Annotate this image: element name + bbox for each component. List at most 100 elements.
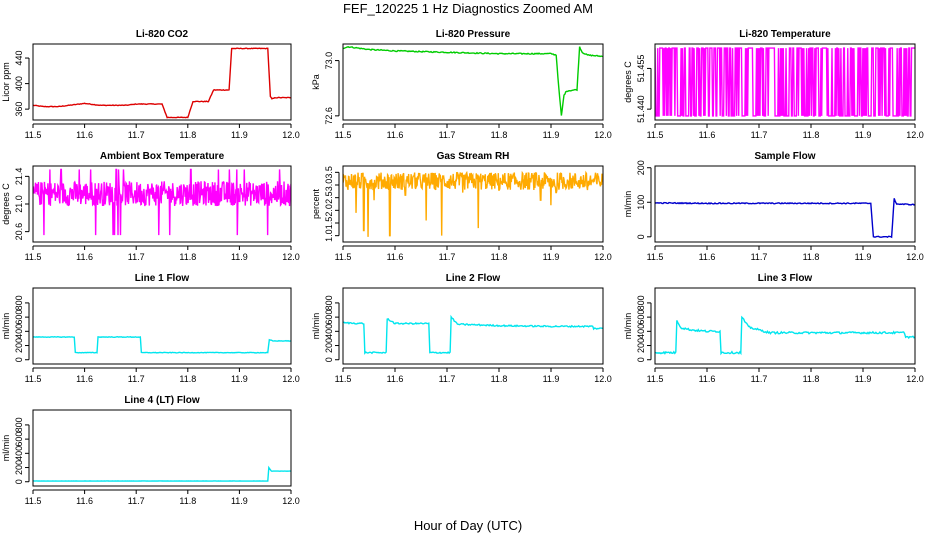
chart-panel: Sample Flow ml/min 11.5 11.6 11.7 11.8 11.9 12.…: [623, 151, 924, 262]
x-tick-label: 11.6: [76, 374, 93, 384]
y-tick-label: 51.455: [636, 55, 646, 83]
chart-title: Li-820 CO2: [136, 29, 189, 40]
y-tick-label: 200: [324, 338, 334, 353]
chart-title: Sample Flow: [754, 151, 815, 162]
x-tick-label: 11.6: [699, 130, 716, 140]
chart-panel: Line 2 Flow ml/min 11.5 11.6 11.7 11.8 11.9 12.…: [311, 273, 612, 384]
series-line: [655, 47, 915, 117]
y-axis-label: ml/min: [311, 313, 321, 340]
y-tick-label: 400: [14, 446, 24, 461]
y-tick-label: 600: [14, 310, 24, 325]
chart-panel: Gas Stream RH percent 11.5 11.6 11.7 11.8 11.9…: [311, 151, 612, 262]
x-tick-label: 11.7: [751, 374, 768, 384]
x-tick-label: 11.9: [231, 374, 248, 384]
y-tick-label: 400: [324, 324, 334, 339]
x-tick-label: 11.7: [439, 374, 456, 384]
y-tick-label: 400: [636, 324, 646, 339]
plot-frame: [654, 165, 916, 243]
y-tick-label: 200: [636, 160, 646, 175]
x-tick-label: 11.5: [25, 374, 42, 384]
x-tick-label: 11.9: [231, 496, 248, 506]
x-tick-label: 11.5: [25, 496, 42, 506]
y-tick-label: 21.4: [14, 168, 24, 186]
chart-title: Line 2 Flow: [446, 273, 501, 284]
y-tick-label: 51.440: [636, 95, 646, 123]
x-tick-label: 12.0: [594, 252, 612, 262]
y-tick-label: 600: [14, 432, 24, 447]
x-tick-label: 11.8: [179, 496, 196, 506]
x-tick-label: 11.7: [128, 374, 145, 384]
y-tick-label: 800: [14, 417, 24, 432]
y-tick-label: 2.5: [324, 191, 334, 204]
chart-panel: Li-820 CO2 Licor ppm 11.5 11.6 11.7 11.8 11.9 1…: [1, 29, 300, 140]
y-axis-label: ml/min: [623, 191, 633, 218]
x-tick-label: 11.7: [128, 496, 145, 506]
y-axis-label: degrees C: [623, 61, 633, 103]
x-tick-label: 12.0: [282, 496, 300, 506]
plot-frame: [32, 287, 292, 365]
x-tick-label: 11.6: [699, 252, 716, 262]
x-tick-label: 11.8: [179, 374, 196, 384]
x-tick-label: 11.5: [335, 374, 352, 384]
chart-panel: Ambient Box Temperature degrees C 11.5 11.6…: [1, 151, 300, 262]
x-tick-label: 11.6: [387, 130, 404, 140]
series-line: [33, 168, 291, 236]
y-tick-label: 73.0: [324, 52, 334, 70]
series-line: [655, 315, 915, 356]
y-tick-label: 600: [324, 310, 334, 325]
page-title: FEF_120225 1 Hz Diagnostics Zoomed AM: [342, 1, 593, 16]
y-tick-label: 3.0: [324, 179, 334, 192]
x-tick-label: 11.7: [128, 252, 145, 262]
y-tick-label: 1.0: [324, 229, 334, 242]
x-tick-label: 11.5: [335, 252, 352, 262]
plot-frame: [342, 287, 604, 365]
plot-frame: [32, 409, 292, 487]
x-tick-label: 11.9: [855, 130, 872, 140]
x-tick-label: 11.9: [543, 252, 560, 262]
x-tick-label: 12.0: [906, 130, 924, 140]
x-tick-label: 11.8: [803, 374, 820, 384]
series-line: [343, 314, 603, 355]
y-tick-label: 1.5: [324, 217, 334, 230]
x-tick-label: 11.9: [543, 130, 560, 140]
y-tick-label: 800: [324, 295, 334, 310]
y-tick-label: 200: [14, 460, 24, 475]
x-tick-label: 11.6: [76, 252, 93, 262]
chart-title: Gas Stream RH: [437, 151, 510, 162]
x-tick-label: 11.9: [855, 252, 872, 262]
y-tick-label: 800: [636, 295, 646, 310]
chart-panel: Line 3 Flow ml/min 11.5 11.6 11.7 11.8 11.9 12.…: [623, 273, 924, 384]
x-tick-label: 12.0: [594, 374, 612, 384]
x-tick-label: 11.7: [751, 130, 768, 140]
x-tick-label: 11.9: [855, 374, 872, 384]
y-axis-label: ml/min: [1, 313, 11, 340]
plot-frame: [654, 43, 916, 121]
y-tick-label: 0: [636, 234, 646, 239]
x-tick-label: 11.7: [439, 252, 456, 262]
chart-panel: Line 1 Flow ml/min 11.5 11.6 11.7 11.8 11.9 12.…: [1, 273, 300, 384]
x-axis-title: Hour of Day (UTC): [413, 518, 523, 533]
chart-panel: Li-820 Temperature degrees C 11.5 11.6 11.7 1…: [623, 29, 924, 140]
y-tick-label: 0: [14, 357, 24, 362]
x-tick-label: 11.6: [699, 374, 716, 384]
plot-frame: [32, 43, 292, 121]
x-tick-label: 12.0: [282, 374, 300, 384]
x-tick-label: 11.9: [231, 130, 248, 140]
x-tick-label: 12.0: [282, 130, 300, 140]
y-tick-label: 200: [636, 338, 646, 353]
x-tick-label: 11.7: [751, 252, 768, 262]
x-tick-label: 11.5: [335, 130, 352, 140]
y-axis-label: percent: [311, 188, 321, 219]
x-tick-label: 11.8: [179, 252, 196, 262]
x-tick-label: 11.8: [491, 130, 508, 140]
chart-title: Li-820 Pressure: [436, 29, 511, 40]
plot-frame: [654, 287, 916, 365]
y-axis-label: ml/min: [1, 435, 11, 462]
y-tick-label: 400: [14, 324, 24, 339]
chart-title: Line 3 Flow: [758, 273, 813, 284]
y-tick-label: 2.0: [324, 204, 334, 217]
y-tick-label: 21.0: [14, 195, 24, 213]
x-tick-label: 11.6: [387, 374, 404, 384]
